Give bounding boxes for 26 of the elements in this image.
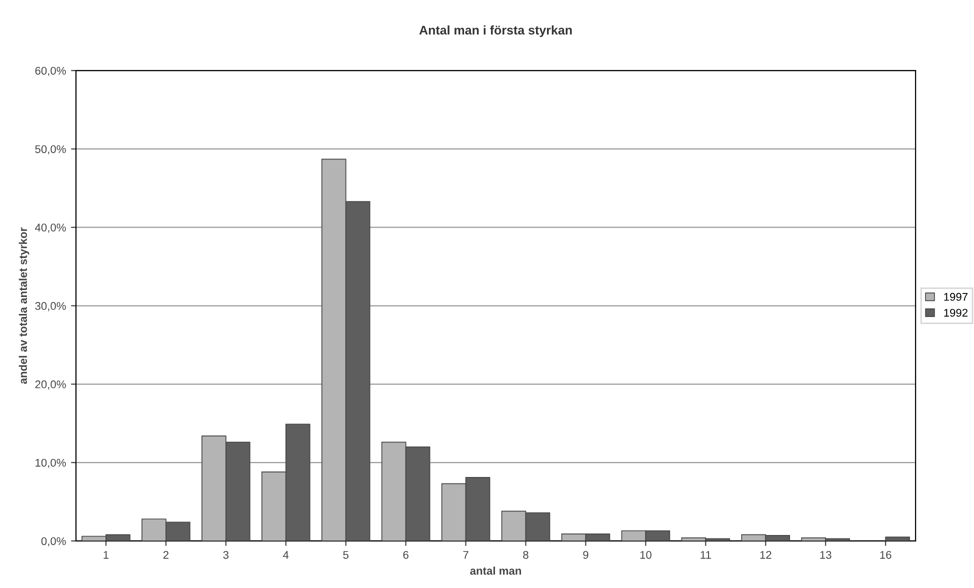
y-tick-label: 0,0% xyxy=(41,537,66,546)
x-tick-label: 8 xyxy=(523,550,528,559)
x-axis-title: antal man xyxy=(470,566,522,575)
y-tick-label: 10,0% xyxy=(36,458,66,468)
x-tick-label: 16 xyxy=(880,550,892,559)
x-tick-label: 7 xyxy=(463,551,468,559)
x-tick-label: 1 xyxy=(104,551,109,559)
legend-label: 1992 xyxy=(944,308,968,317)
x-tick-label: 11 xyxy=(700,551,711,559)
x-tick-label: 13 xyxy=(820,550,832,559)
y-tick-label: 50,0% xyxy=(35,145,66,154)
y-tick-label: 40,0% xyxy=(35,224,66,233)
x-tick-label: 4 xyxy=(283,551,289,559)
y-axis-title: andel av totala antalet styrkor xyxy=(18,228,30,384)
x-tick-label: 2 xyxy=(163,550,168,559)
y-tick-label: 60,0% xyxy=(35,66,66,76)
x-tick-label: 12 xyxy=(760,550,772,559)
y-tick-label: 20,0% xyxy=(35,380,66,390)
x-tick-label: 6 xyxy=(403,550,408,559)
x-tick-label: 9 xyxy=(583,550,588,559)
x-tick-label: 10 xyxy=(640,550,652,559)
x-tick-label: 5 xyxy=(343,551,348,559)
chart-title: Antal man i första styrkan xyxy=(419,25,572,38)
y-tick-label: 30,0% xyxy=(35,302,66,312)
x-tick-label: 3 xyxy=(223,550,228,559)
legend-label: 1997 xyxy=(944,292,968,301)
